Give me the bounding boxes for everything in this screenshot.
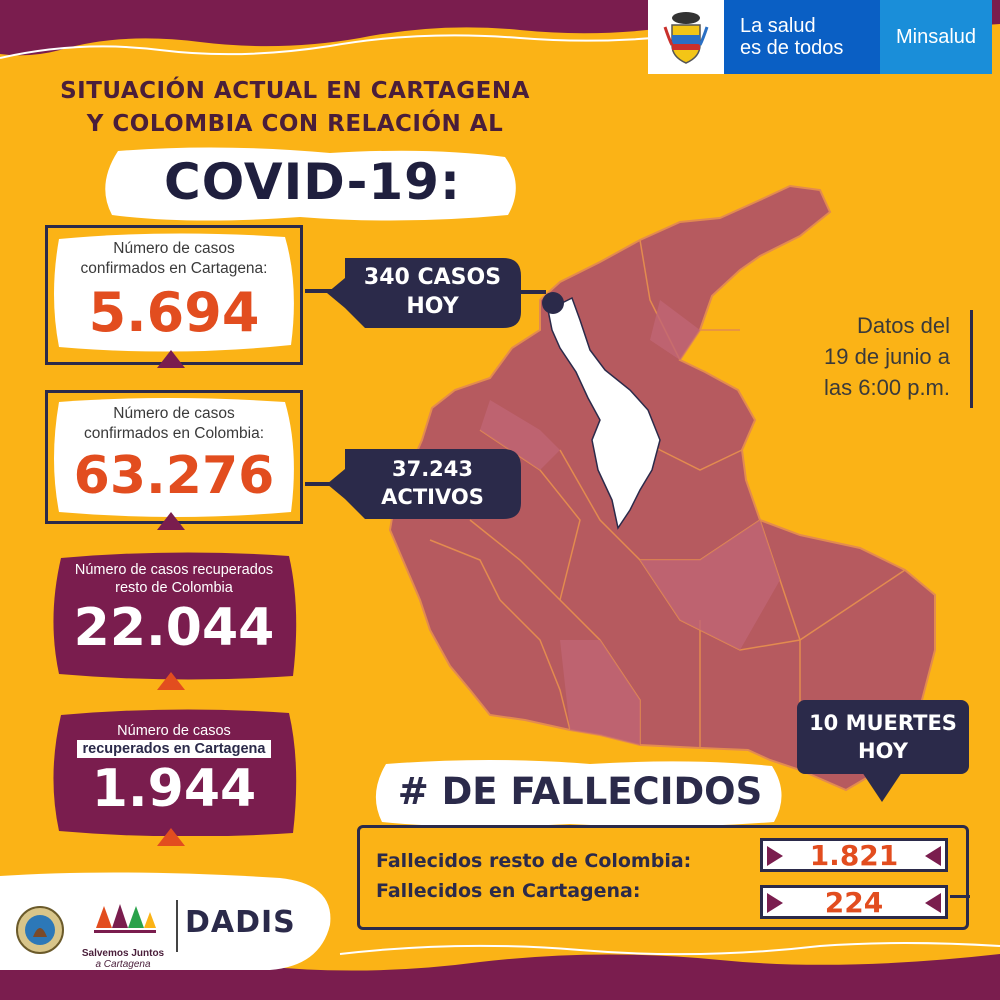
deaths-cartagena-value-box: 224 [760,885,948,919]
arrow-right-icon [767,846,783,866]
card-label-line1: Número de casos [113,405,235,422]
card-value: 22.044 [73,598,275,658]
active-line2: ACTIVOS [381,485,484,509]
date-note: Datos del 19 de junio a las 6:00 p.m. [740,310,950,403]
slogan-line2: es de todos [740,37,844,59]
minsalud-banner: La salud es de todos Minsalud [648,0,992,74]
pointer-triangle [157,672,185,690]
slogan-block: La salud es de todos [724,0,880,74]
card-label-line1: Número de casos [113,240,235,257]
date-line1: Datos del [857,313,950,338]
cases-today-callout: 340 CASOS HOY [345,263,520,321]
title-line1: SITUACIÓN ACTUAL EN CARTAGENA [60,78,530,104]
connector-line [520,290,546,294]
salvemos-juntos-logo: Salvemos Juntos a Cartagena [78,948,168,970]
date-line3: las 6:00 p.m. [824,375,950,400]
deaths-rest-value-box: 1.821 [760,838,948,872]
card-colombia-confirmed: Número de casos confirmados en Colombia:… [45,390,303,530]
card-label-line2: confirmados en Cartagena: [80,260,268,277]
arrow-left-icon [925,846,941,866]
card-cartagena-confirmed: Número de casos confirmados en Cartagena… [45,225,303,365]
colombia-coat-of-arms-icon [648,0,724,74]
deaths-callout-pointer [862,772,902,802]
card-label-highlight: recuperados en Cartagena [76,740,272,758]
title-line2: Y COLOMBIA CON RELACIÓN AL [86,111,504,137]
callout-shape [327,449,521,519]
connector-line [305,482,345,486]
salvemos-juntos-icon [88,898,158,953]
pointer-triangle [157,828,185,846]
callout-shape [327,258,521,328]
deaths-frame [357,825,969,930]
logo-divider [176,900,178,952]
card-bg-shape [54,233,294,352]
salvemos-line2: a Cartagena [95,959,151,970]
slogan-line1: La salud [740,15,816,37]
card-colombia-recovered: Número de casos recuperados resto de Col… [45,548,303,688]
date-divider [970,310,973,408]
fallecidos-title: # DE FALLECIDOS [397,770,763,813]
minsalud-label: Minsalud [880,0,992,74]
card-label-line2: recuperados en Cartagena [45,739,303,759]
deaths-cartagena-label: Fallecidos en Cartagena: [376,880,641,902]
deaths-rest-label: Fallecidos resto de Colombia: [376,850,692,872]
card-value: 5.694 [88,281,260,344]
salvemos-line1: Salvemos Juntos [81,948,165,959]
pointer-triangle [157,350,185,368]
dadis-logo: DADIS [185,905,296,940]
deaths-today-line2: HOY [858,739,908,763]
connector-line [305,289,345,293]
card-label-line2: resto de Colombia [115,580,233,596]
card-label-line1: Número de casos [117,723,231,739]
arrow-left-icon [925,893,941,913]
deaths-rest-value: 1.821 [809,839,899,872]
card-cartagena-recovered: Número de casos recuperados en Cartagena… [45,705,303,845]
card-label-line2: confirmados en Colombia: [83,425,265,442]
fallecidos-title-blob [375,760,782,827]
covid-title: COVID-19: [164,153,461,211]
deaths-today-callout: 10 MUERTES HOY [797,700,969,774]
arrow-right-icon [767,893,783,913]
cases-today-line2: HOY [406,294,459,319]
date-line2: 19 de junio a [824,344,950,369]
card-bg-shape [54,398,294,517]
covid-title-blob [105,147,516,221]
deaths-cartagena-value: 224 [824,886,884,919]
cases-today-line1: 340 CASOS [363,265,502,290]
pointer-triangle [157,512,185,530]
logo-strip-bg [0,872,331,970]
card-value: 63.276 [73,446,275,506]
active-line1: 37.243 [391,457,474,481]
connector-line [950,895,970,898]
cartagena-seal-icon [15,905,65,960]
card-label-line1: Número de casos recuperados [74,562,274,578]
active-callout: 37.243 ACTIVOS [345,455,520,511]
card-bg-shape [53,552,297,680]
card-value: 1.944 [91,759,257,819]
deaths-today-line1: 10 MUERTES [809,711,957,735]
